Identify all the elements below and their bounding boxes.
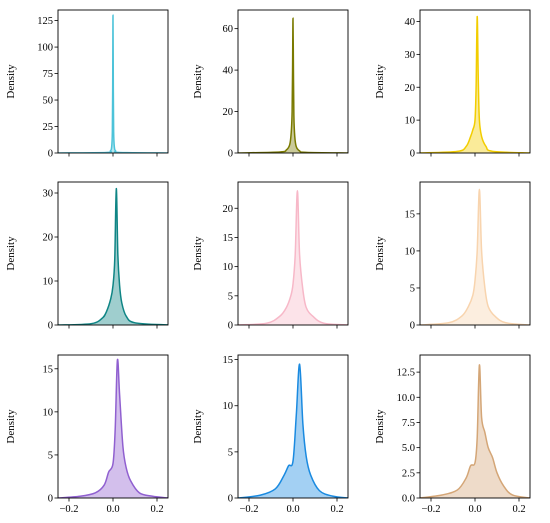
y-tick-label: 30 [43,189,54,200]
density-area [58,188,168,325]
y-tick-label: 15 [223,355,234,366]
y-axis-label: Density [5,236,17,271]
y-tick-label: 10 [405,246,416,257]
y-axis-label: Density [374,409,386,444]
x-tick-label: 0.2 [512,504,525,515]
density-curve [58,358,168,498]
y-tick-label: 25 [43,122,54,133]
y-tick-label: 5 [228,291,233,302]
y-tick-label: 0 [48,149,53,160]
y-axis-label: Density [5,409,17,444]
subplot-6: 0 5 10 15 Density [374,181,531,332]
y-tick-label: 0 [228,494,233,505]
y-tick-label: 12.5 [397,368,415,379]
subplot-9: 0.0 2.5 5.0 7.5 10.0 12.5 −0.2 0.0 0.2 Density [374,354,531,515]
density-area [420,16,530,153]
x-tick-label: −0.2 [239,504,258,515]
y-tick-label: 0 [410,149,415,160]
subplot-8: 0 5 10 15 −0.2 0.0 0.2 Density [192,354,349,515]
subplot-1: 0 25 50 75 100 125 Density [5,9,169,160]
subplot-4: 0 10 20 30 Density [5,181,169,332]
x-tick-label: 0.0 [468,504,481,515]
x-tick-label: −0.2 [59,504,78,515]
density-area [420,189,530,325]
density-area [238,364,348,498]
subplot-2: 0 20 40 60 Density [192,9,349,160]
y-tick-label: 30 [405,50,416,61]
y-axis-label: Density [374,236,386,271]
y-tick-label: 0 [410,321,415,332]
y-tick-label: 0 [228,149,233,160]
y-axis-label: Density [5,64,17,99]
y-tick-label: 0.0 [402,494,415,505]
subplot-7: 0 5 10 15 −0.2 0.0 0.2 Density [5,354,169,515]
y-tick-label: 40 [223,66,234,77]
y-tick-label: 15 [43,364,54,375]
y-axis-label: Density [192,64,204,99]
x-tick-label: −0.2 [421,504,440,515]
y-axis-label: Density [192,236,204,271]
x-tick-label: 0.0 [106,504,119,515]
y-tick-label: 7.5 [402,418,415,429]
density-curve [420,364,530,498]
y-tick-label: 20 [405,83,416,94]
density-area [238,190,348,325]
y-tick-label: 10 [223,401,234,412]
y-tick-label: 60 [223,24,234,35]
subplot-5: 0 5 10 15 20 Density [192,181,349,332]
y-tick-label: 100 [37,43,53,54]
y-tick-label: 5.0 [402,443,415,454]
y-tick-label: 0 [228,321,233,332]
y-tick-label: 10 [43,407,54,418]
y-tick-label: 125 [37,16,53,27]
density-curve [420,188,530,325]
y-tick-label: 0 [48,494,53,505]
y-tick-label: 5 [410,283,415,294]
density-curve [58,187,168,325]
density-area [58,359,168,498]
density-curve [238,363,348,498]
subplot-3: 0 10 20 30 40 Density [374,9,531,160]
y-tick-label: 20 [223,107,234,118]
y-tick-label: 15 [405,209,416,220]
y-tick-label: 5 [48,450,53,461]
density-curve [58,14,168,153]
y-tick-label: 10 [43,277,54,288]
y-tick-label: 5 [228,447,233,458]
density-area [420,364,530,498]
x-tick-label: 0.2 [330,504,343,515]
y-axis-label: Density [192,409,204,444]
y-tick-label: 10 [405,116,416,127]
y-tick-label: 40 [405,17,416,28]
y-tick-label: 10.0 [397,393,415,404]
y-tick-label: 10 [223,262,234,273]
y-tick-label: 0 [48,321,53,332]
y-tick-label: 15 [223,233,234,244]
y-tick-label: 50 [43,96,54,107]
y-tick-label: 20 [43,233,54,244]
y-tick-label: 75 [43,69,54,80]
y-tick-label: 2.5 [402,468,415,479]
density-curve [420,15,530,153]
y-tick-label: 20 [223,204,234,215]
y-axis-label: Density [374,64,386,99]
density-curve [238,17,348,153]
x-tick-label: 0.2 [150,504,163,515]
density-curve [238,190,348,325]
x-tick-label: 0.0 [286,504,299,515]
